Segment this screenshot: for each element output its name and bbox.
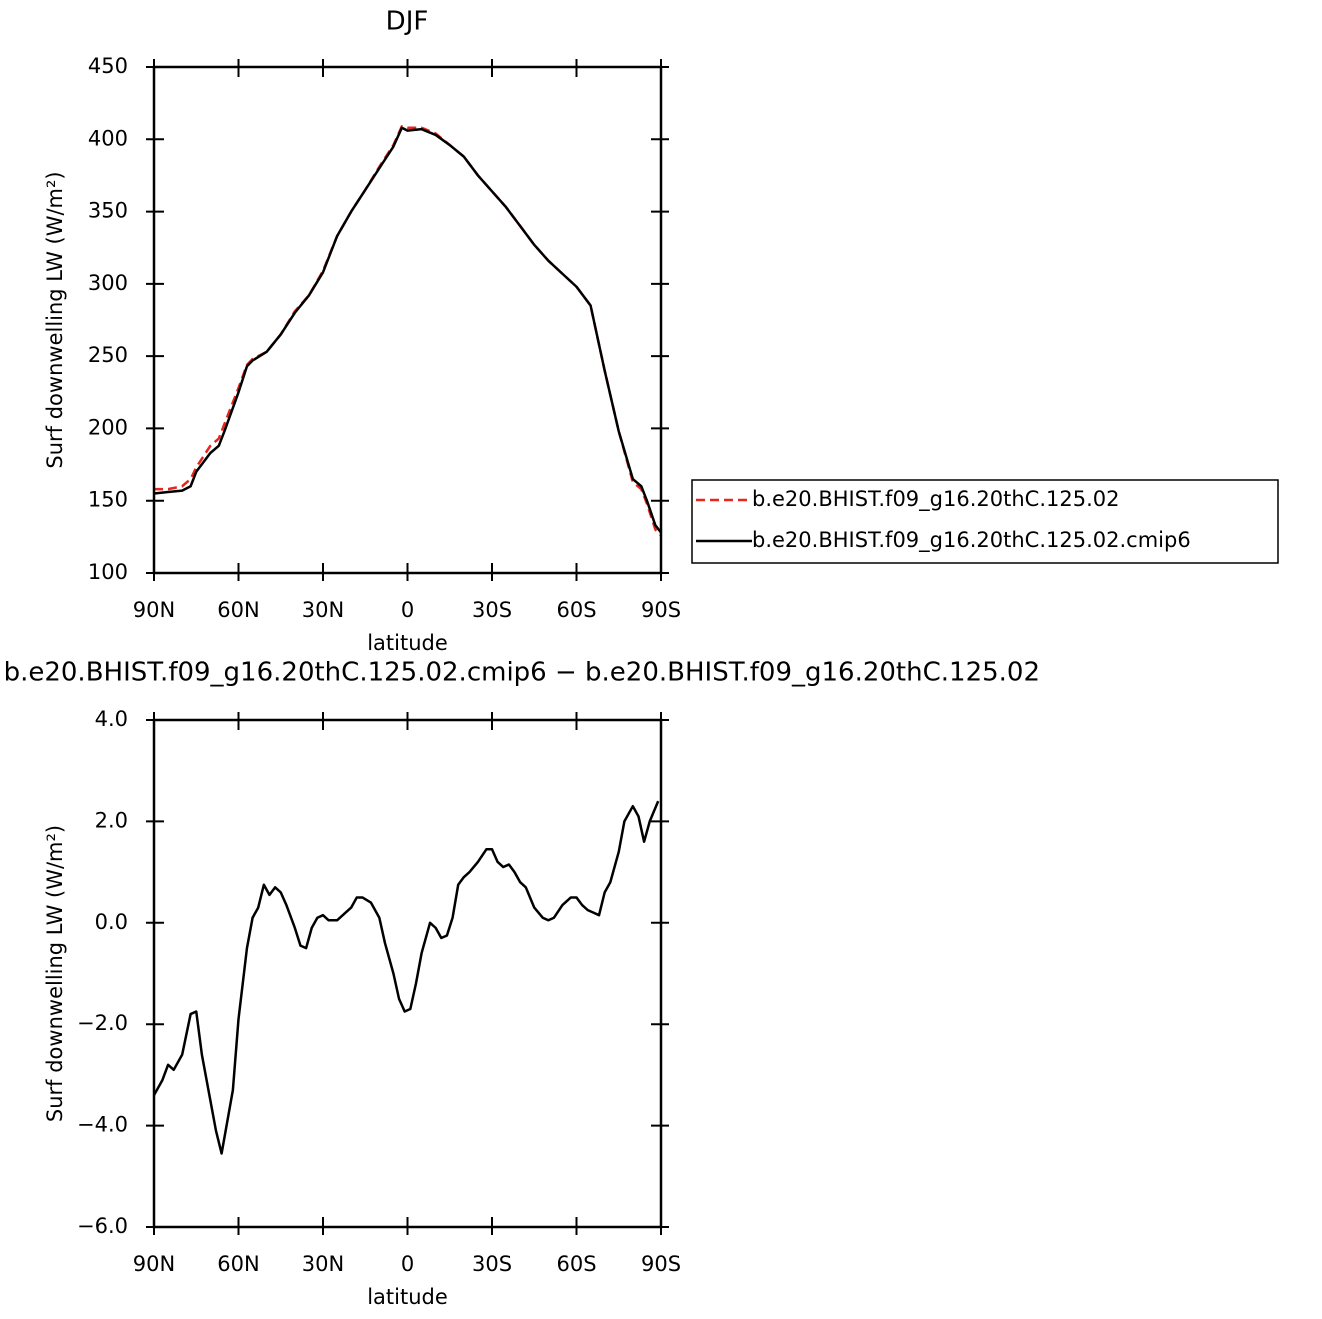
series-line — [153, 126, 662, 534]
x-tick-label: 60S — [556, 598, 596, 622]
x-tick-label: 30S — [472, 598, 512, 622]
y-tick-label: 250 — [88, 343, 128, 367]
x-tick-label: 60N — [217, 598, 259, 622]
x-tick-label: 60N — [217, 1252, 259, 1276]
series-line — [154, 125, 662, 537]
y-axis-label: Surf downwelling LW (W/m²) — [43, 171, 67, 468]
y-axis-label: Surf downwelling LW (W/m²) — [43, 825, 67, 1122]
y-tick-label: 2.0 — [95, 808, 128, 832]
y-tick-label: 4.0 — [95, 707, 128, 731]
plot-frame — [152, 65, 663, 575]
x-tick-label: 90S — [641, 598, 681, 622]
y-tick-label: 150 — [88, 488, 128, 512]
x-tick-label: 30N — [302, 598, 344, 622]
y-tick-label: 200 — [88, 415, 128, 439]
plot-frame — [152, 718, 663, 1229]
x-tick-label: 90S — [641, 1252, 681, 1276]
y-tick-label: 0.0 — [95, 910, 128, 934]
x-tick-label: 0 — [401, 598, 414, 622]
y-tick-label: 300 — [88, 271, 128, 295]
y-tick-label: −6.0 — [77, 1214, 128, 1238]
legend-box — [691, 479, 1279, 564]
x-tick-label: 90N — [133, 1252, 175, 1276]
chart-title: DJF — [386, 7, 429, 37]
x-tick-label: 30S — [472, 1252, 512, 1276]
series-line — [152, 800, 660, 1155]
y-tick-label: 100 — [88, 560, 128, 584]
y-tick-label: −4.0 — [77, 1113, 128, 1137]
legend-label: b.e20.BHIST.f09_g16.20thC.125.02 — [752, 487, 1119, 512]
x-tick-label: 60S — [556, 1252, 596, 1276]
x-axis-label: latitude — [367, 1285, 448, 1309]
y-tick-label: 450 — [88, 54, 128, 78]
y-tick-label: 400 — [88, 126, 128, 150]
x-tick-label: 0 — [401, 1252, 414, 1276]
x-axis-label: latitude — [367, 631, 448, 655]
x-tick-label: 90N — [133, 598, 175, 622]
x-tick-label: 30N — [302, 1252, 344, 1276]
legend-label: b.e20.BHIST.f09_g16.20thC.125.02.cmip6 — [752, 528, 1191, 553]
y-tick-label: 350 — [88, 199, 128, 223]
chart-title: b.e20.BHIST.f09_g16.20thC.125.02.cmip6 −… — [4, 658, 1040, 688]
y-tick-label: −2.0 — [77, 1011, 128, 1035]
